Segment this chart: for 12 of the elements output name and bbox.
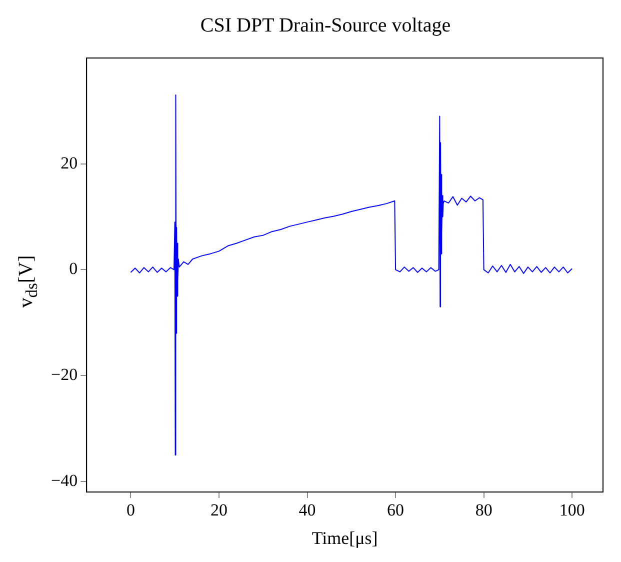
x-tick-label: 0 [126,500,135,520]
x-axis-title: Time[μs] [312,528,378,548]
x-tick-label: 60 [387,500,404,520]
y-tick-label: −20 [50,365,78,384]
x-tick-label: 40 [298,500,316,520]
y-tick-label: 0 [69,259,78,278]
x-tick-label: 20 [210,500,228,520]
x-tick-label: 80 [475,500,492,520]
y-tick-label: 20 [60,153,78,172]
chart-title: CSI DPT Drain-Source voltage [200,14,451,36]
x-tick-label: 100 [559,500,585,520]
y-tick-label: −40 [50,470,78,490]
